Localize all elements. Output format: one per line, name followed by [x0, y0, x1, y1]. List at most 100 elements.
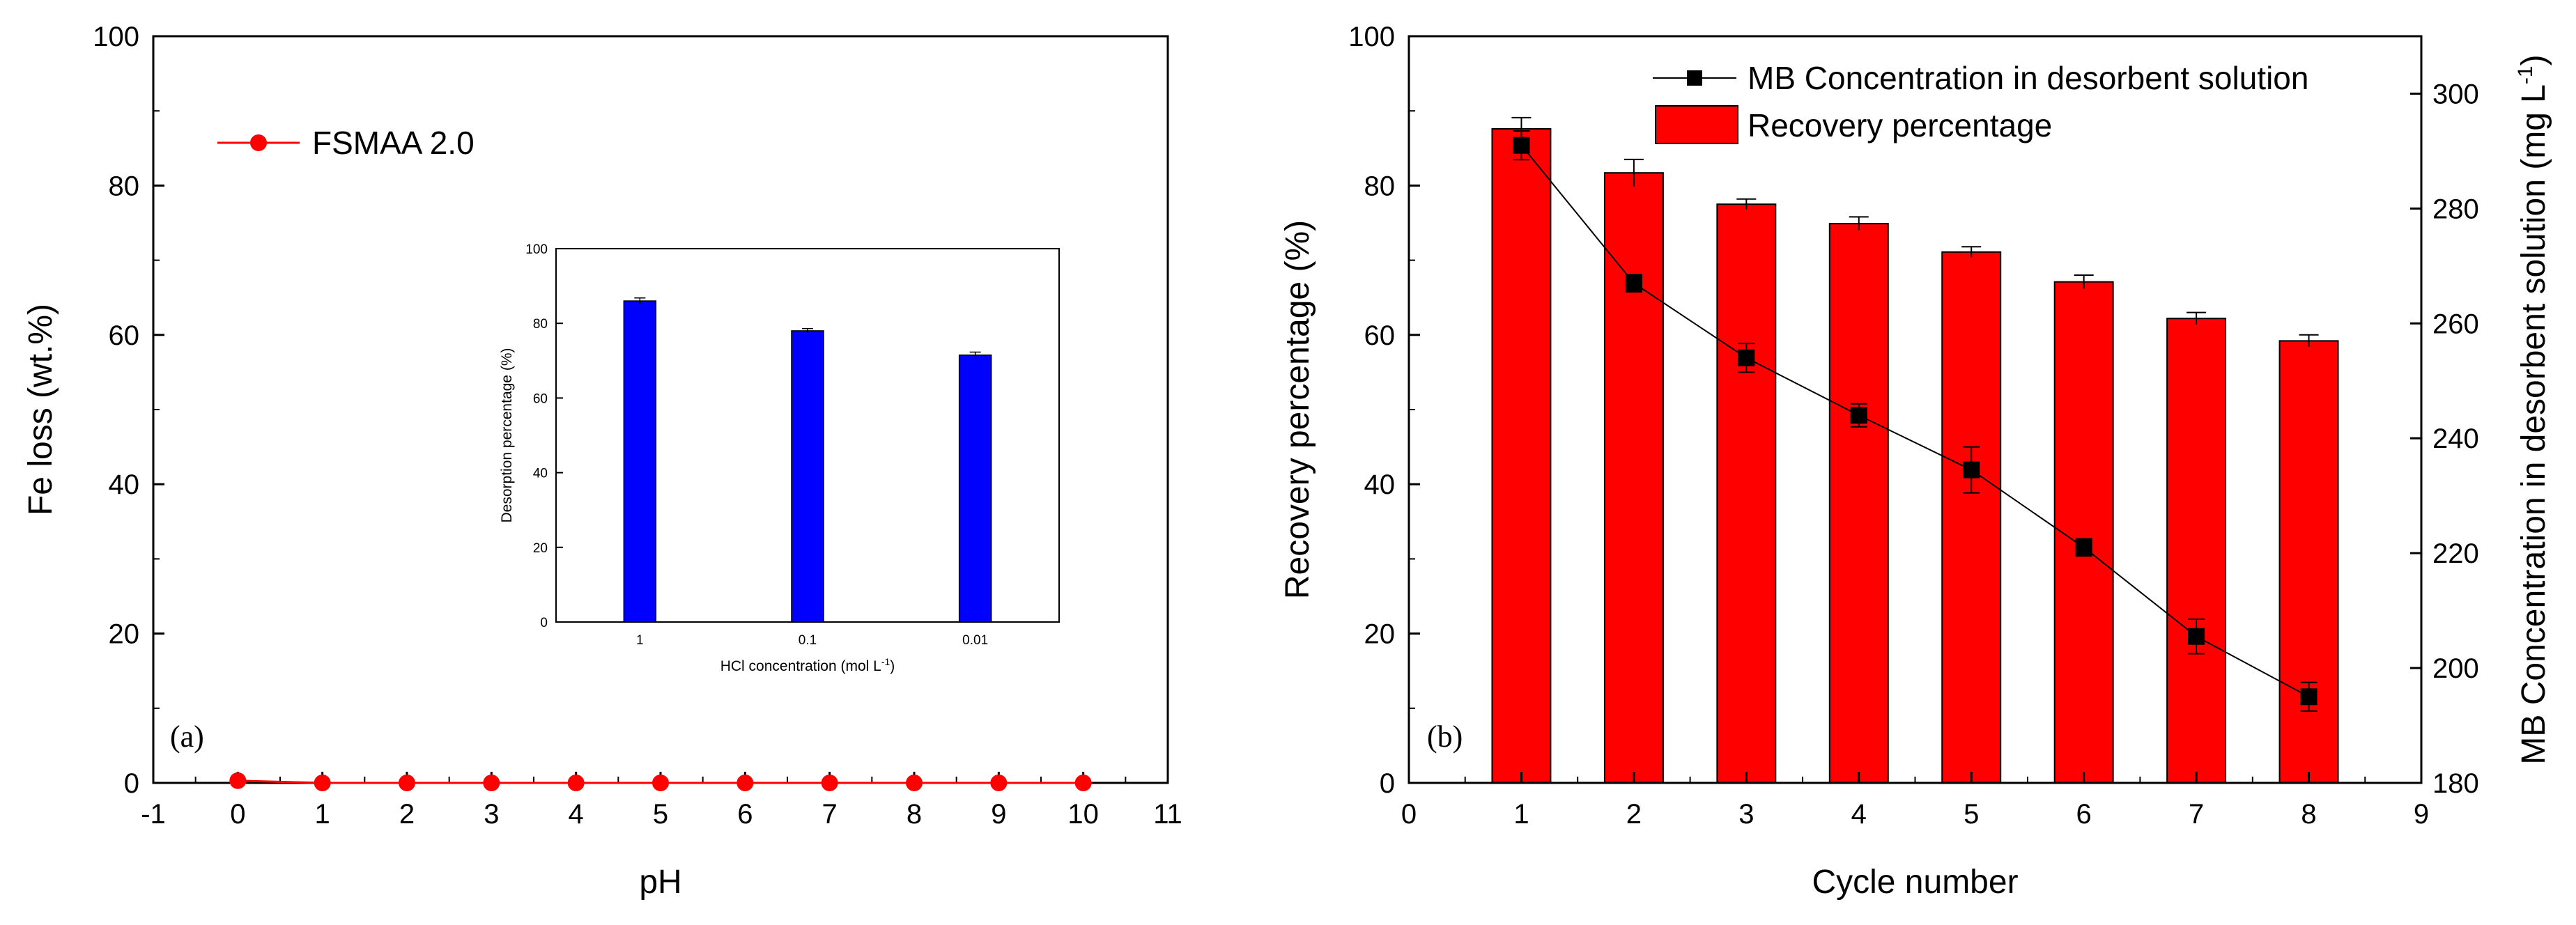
panel-b-line-series	[1513, 130, 2317, 712]
data-point	[821, 775, 838, 791]
data-point-square	[2300, 688, 2317, 706]
recovery-bar	[1491, 127, 1552, 784]
panel-a-inset: 1 0.1 0.01 0 20 40 60 80 100 Desorption percent…	[499, 242, 1060, 674]
inset-y-axis-label: Desorption percentage (%)	[499, 348, 515, 523]
y-tick-label: 60	[109, 320, 140, 351]
inset-x-axis-label-end: )	[890, 658, 895, 674]
x-tick-label: 4	[569, 799, 584, 830]
legend-label-recovery: Recovery percentage	[1748, 107, 2052, 143]
inset-x-tick-label: 1	[636, 633, 644, 648]
inset-y-tick-label: 0	[540, 616, 548, 630]
x-tick-label: 7	[822, 799, 838, 830]
panel-b-bars	[1491, 116, 2339, 784]
panel-b-y-axis-label: Recovery percentage (%)	[1279, 220, 1316, 599]
panel-a-label: (a)	[170, 720, 204, 754]
recovery-bar	[2166, 318, 2227, 784]
data-point-square	[1738, 349, 1755, 366]
x-tick-label: 3	[484, 799, 499, 830]
y-tick-label: 0	[1380, 768, 1395, 799]
y-tick-label: 60	[1364, 320, 1396, 351]
x-tick-label: 0	[230, 799, 245, 830]
y-tick-label: 80	[109, 171, 140, 201]
data-point-square	[1963, 461, 1980, 479]
data-point	[1074, 775, 1092, 791]
y-tick-label: 40	[109, 469, 140, 500]
right-y-label-sup: -1	[2514, 65, 2537, 84]
panel-b-ticks	[1407, 35, 2423, 784]
right-y-label-main: MB Concentration in desorbent solution (…	[2515, 84, 2552, 765]
recovery-bar	[1716, 203, 1777, 784]
inset-y-tick-label: 60	[533, 391, 548, 406]
inset-x-tick-label: 0.01	[962, 633, 988, 648]
data-point	[906, 775, 923, 791]
x-tick-label: 5	[1964, 799, 1979, 830]
x-tick-label: 10	[1067, 799, 1099, 830]
inset-y-tick-label: 20	[533, 541, 548, 556]
panel-a-plot-frame	[152, 35, 1169, 784]
inset-bar	[958, 355, 992, 623]
panel-a-series	[229, 772, 1092, 791]
inset-y-tick-label: 40	[533, 467, 548, 481]
x-tick-label: 8	[907, 799, 922, 830]
panel-a-x-tick-labels: -1 0 1 2 3 4 5 6 7 8 9 10 11	[141, 799, 1182, 830]
recovery-bar	[1941, 251, 2002, 784]
inset-ticks	[556, 248, 976, 623]
data-point-square	[1625, 274, 1642, 292]
data-point-square	[2188, 628, 2205, 645]
y-tick-label: 100	[1348, 22, 1395, 52]
x-tick-label: 2	[399, 799, 415, 830]
x-tick-label: 8	[2301, 799, 2316, 830]
data-point	[652, 775, 669, 791]
data-point	[990, 775, 1008, 791]
panel-b-x-axis-label: Cycle number	[1812, 864, 2018, 901]
right-y-tick-label: 200	[2432, 653, 2479, 684]
x-tick-label: 11	[1153, 799, 1182, 830]
legend-bar-swatch	[1655, 105, 1738, 144]
inset-x-axis-label: HCl concentration (mol L-1)	[720, 656, 895, 674]
x-tick-label: 0	[1401, 799, 1417, 830]
panel-b-legend: MB Concentration in desorbent solution R…	[1653, 60, 2308, 144]
inset-x-tick-labels: 1 0.1 0.01	[636, 633, 988, 648]
right-y-tick-label: 300	[2432, 79, 2479, 109]
x-tick-label: 9	[2414, 799, 2429, 830]
data-point	[399, 775, 415, 791]
data-point	[736, 775, 754, 791]
panel-a-legend: FSMAA 2.0	[217, 125, 475, 161]
y-tick-label: 100	[93, 22, 139, 52]
panel-a-y-axis-label: Fe loss (wt.%)	[22, 304, 59, 515]
panel-b: 0 1 2 3 4 5 6 7 8 9 0 20 40 60 80 100 180 200 220 240 260 2…	[1279, 22, 2552, 901]
y-tick-label: 0	[124, 768, 139, 799]
data-point-square	[1513, 137, 1530, 154]
x-tick-label: 3	[1738, 799, 1754, 830]
panel-b-right-y-axis-label: MB Concentration in desorbent solution (…	[2514, 54, 2552, 764]
x-tick-label: 6	[737, 799, 753, 830]
panel-b-label: (b)	[1427, 720, 1463, 754]
data-point	[567, 775, 585, 791]
inset-y-tick-labels: 0 20 40 60 80 100	[525, 242, 548, 630]
inset-y-tick-label: 80	[533, 317, 548, 332]
data-point	[229, 772, 247, 789]
x-tick-label: 1	[1513, 799, 1529, 830]
panel-a-y-tick-labels: 0 20 40 60 80 100	[93, 22, 139, 799]
x-tick-label: 4	[1851, 799, 1867, 830]
inset-x-axis-label-main: HCl concentration (mol L	[720, 658, 881, 674]
inset-bars	[623, 297, 992, 623]
panel-a-ticks	[152, 35, 1169, 784]
data-point-square	[2075, 538, 2092, 556]
x-tick-label: 7	[2189, 799, 2204, 830]
data-point-square	[1850, 407, 1867, 424]
x-tick-label: 1	[315, 799, 330, 830]
right-y-tick-label: 180	[2432, 768, 2479, 799]
panel-b-x-tick-labels: 0 1 2 3 4 5 6 7 8 9	[1401, 799, 2429, 830]
recovery-bar	[1828, 223, 1889, 784]
y-tick-label: 20	[1364, 619, 1396, 650]
legend-circle-marker	[250, 134, 267, 151]
y-tick-label: 80	[1364, 171, 1396, 201]
recovery-bar	[2053, 281, 2114, 784]
right-y-tick-label: 220	[2432, 538, 2479, 569]
y-tick-label: 40	[1364, 469, 1396, 500]
right-y-tick-label: 240	[2432, 423, 2479, 454]
panel-b-y-tick-labels: 0 20 40 60 80 100	[1348, 22, 1395, 799]
